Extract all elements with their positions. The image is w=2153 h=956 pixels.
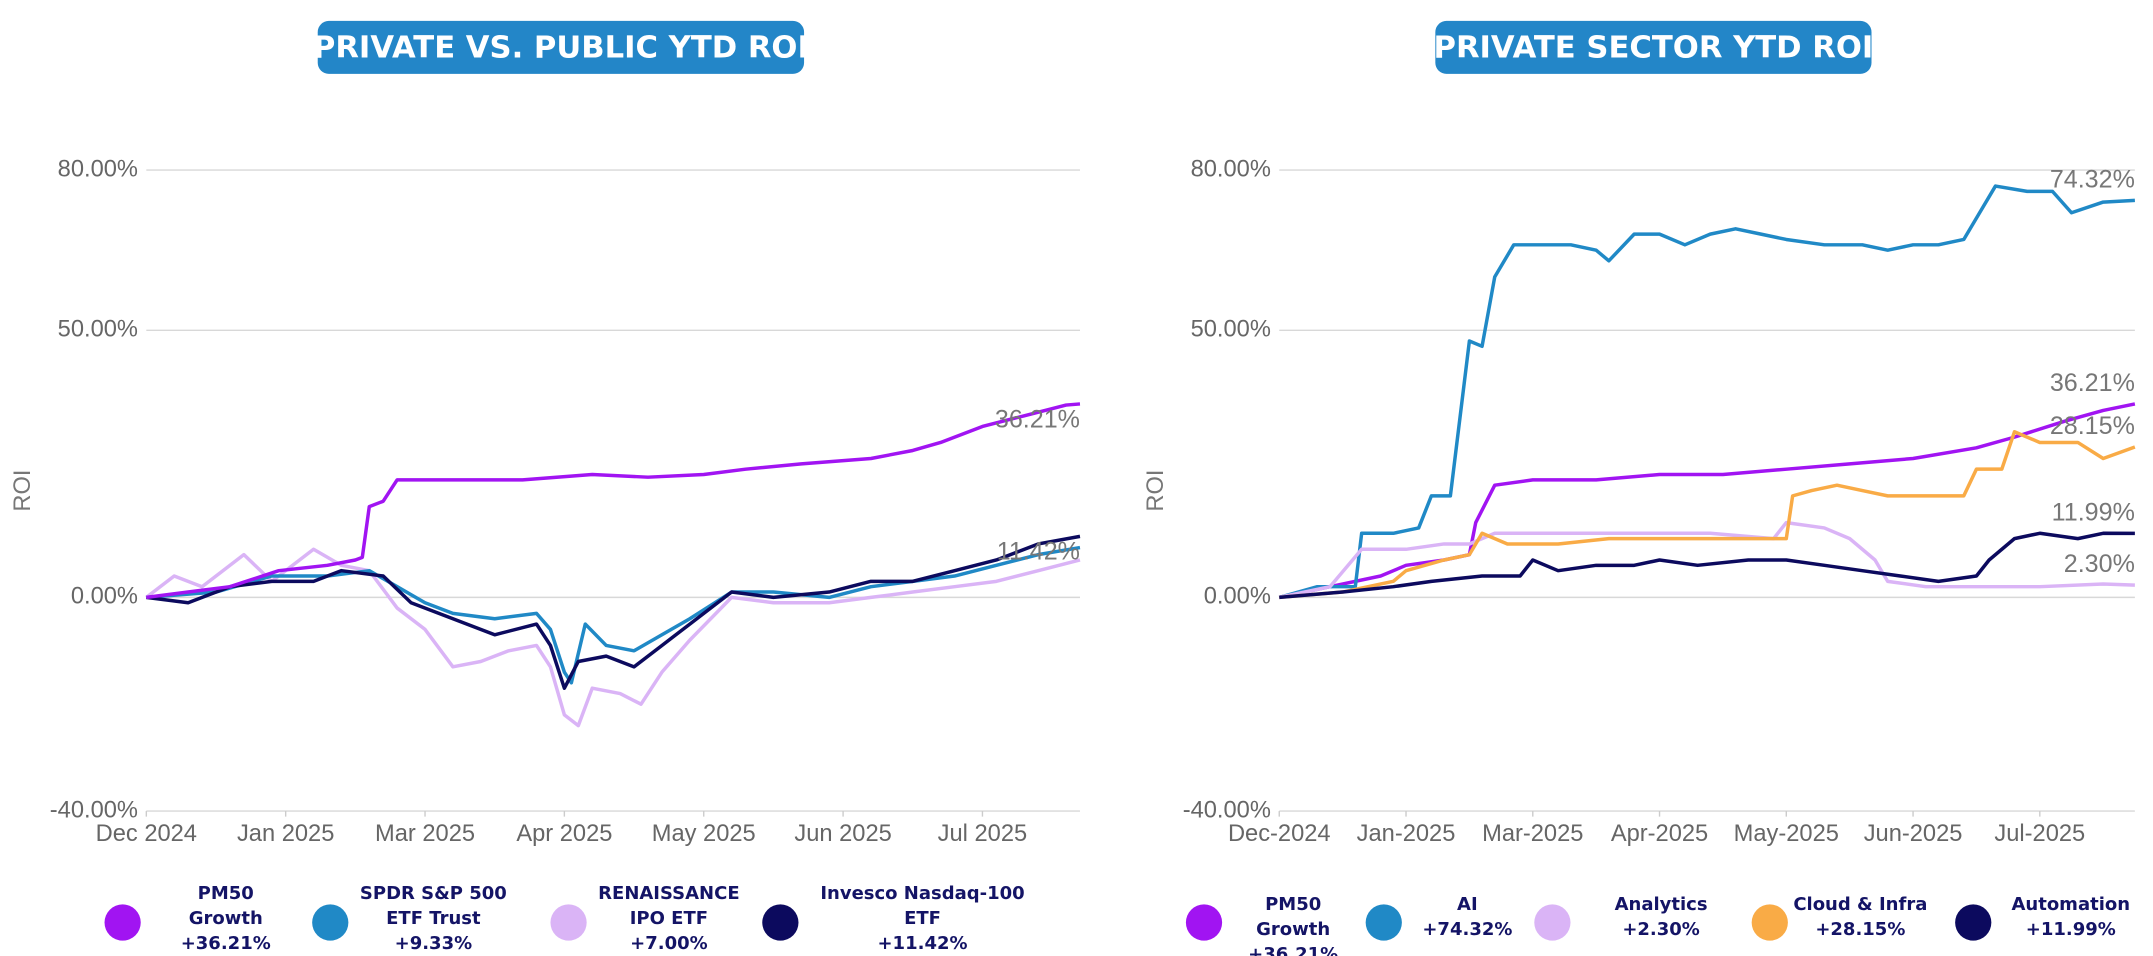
y-tick-label: 0.00% <box>71 584 138 610</box>
title-badge <box>1435 20 1872 74</box>
end-label: 11.99% <box>2052 498 2135 526</box>
legend-swatch <box>312 904 349 941</box>
y-axis-label: ROI <box>10 469 36 511</box>
legend-change: +36.21% <box>180 932 271 954</box>
legend-change: +7.00% <box>630 932 708 954</box>
end-label: 11.42% <box>997 538 1080 566</box>
legend-entry: Cloud & Infra +28.15% <box>1777 892 1944 942</box>
y-tick-label: 80.00% <box>58 156 138 182</box>
legend-name: PM50 Growth <box>188 882 263 929</box>
legend-swatch <box>1185 904 1223 941</box>
x-tick-label: Mar 2025 <box>375 821 475 847</box>
series-line <box>145 547 1081 728</box>
x-tick-label: Jun 2025 <box>794 821 891 847</box>
y-axis-label: ROI <box>1143 469 1169 511</box>
legend-name: RENAISSANCE IPO ETF <box>598 882 740 929</box>
series-line <box>146 545 1081 685</box>
legend-swatch <box>550 904 587 941</box>
legend-entry: Analytics +2.30% <box>1584 892 1737 942</box>
series-line <box>1278 402 2136 600</box>
legend-entry: PM50 Growth +36.21% <box>1237 892 1348 956</box>
x-tick-label: May 2025 <box>652 821 756 847</box>
x-tick-label: Apr-2025 <box>1611 821 1708 847</box>
end-label: 74.32% <box>2050 165 2135 193</box>
legend-swatch <box>1751 904 1788 941</box>
x-tick-label: Jan-2025 <box>1357 821 1456 847</box>
legend-change: +9.33% <box>394 932 473 954</box>
x-tick-label: Mar-2025 <box>1482 821 1583 847</box>
legend-change: +11.42% <box>877 932 968 954</box>
legend-swatch <box>762 904 799 941</box>
x-tick-label: Dec-2024 <box>1228 821 1331 847</box>
x-tick-label: Jul-2025 <box>1994 821 2085 847</box>
legend-name: Automation <box>2011 893 2131 915</box>
series-line <box>1278 520 2135 600</box>
legend-swatch <box>1365 904 1402 941</box>
x-tick-label: Apr 2025 <box>516 821 612 847</box>
legend-entry: AI +74.32% <box>1412 892 1523 942</box>
chart-title: PRIVATE SECTOR YTD ROI <box>1433 30 1873 65</box>
y-tick-label: 80.00% <box>1191 156 1271 182</box>
legend-change: +11.99% <box>2025 918 2116 940</box>
legend-change: +36.21% <box>1248 943 1339 956</box>
x-tick-label: Dec 2024 <box>96 821 197 847</box>
legend-name: Analytics <box>1614 893 1708 915</box>
series-line <box>146 534 1081 690</box>
chart-title: PRIVATE VS. PUBLIC YTD ROI <box>313 30 809 65</box>
legend-entry: Automation +11.99% <box>1994 892 2147 942</box>
legend-name: AI <box>1457 893 1478 915</box>
y-tick-label: -40.00% <box>50 797 138 823</box>
x-tick-label: Jul 2025 <box>938 821 1027 847</box>
legend-change: +2.30% <box>1622 918 1700 940</box>
y-tick-label: 50.00% <box>1191 317 1271 343</box>
legend-swatch <box>104 904 141 941</box>
legend-entry: Invesco Nasdaq-100 ETF +11.42% <box>811 881 1034 956</box>
legend-swatch <box>1534 904 1571 941</box>
series-line <box>1279 531 2135 600</box>
legend-entry: SPDR S&P 500 ETF Trust +9.33% <box>350 881 517 956</box>
y-tick-label: -40.00% <box>1183 797 1271 823</box>
x-tick-label: Jun-2025 <box>1864 821 1963 847</box>
end-label: 2.30% <box>2064 550 2135 578</box>
legend-name: Cloud & Infra <box>1793 893 1928 915</box>
legend-name: Invesco Nasdaq-100 ETF <box>820 882 1025 929</box>
end-label: 36.21% <box>2050 369 2135 397</box>
series-line <box>1278 184 2135 600</box>
legend-change: +28.15% <box>1815 918 1906 940</box>
y-tick-label: 50.00% <box>58 317 138 343</box>
x-tick-label: Jan 2025 <box>237 821 334 847</box>
x-tick-label: May-2025 <box>1734 821 1839 847</box>
series-line <box>1279 430 2136 600</box>
series-line <box>146 402 1081 600</box>
legend-name: SPDR S&P 500 ETF Trust <box>359 882 507 929</box>
y-tick-label: 0.00% <box>1204 584 1271 610</box>
title-badge <box>317 20 805 74</box>
legend-name: PM50 Growth <box>1256 893 1331 940</box>
end-label: 28.15% <box>2050 412 2135 440</box>
legend-change: +74.32% <box>1422 918 1513 940</box>
legend-entry: RENAISSANCE IPO ETF +7.00% <box>585 881 752 956</box>
legend-swatch <box>1955 904 1992 941</box>
legend-entry: PM50 Growth +36.21% <box>163 881 288 956</box>
end-label: 36.21% <box>995 405 1080 433</box>
